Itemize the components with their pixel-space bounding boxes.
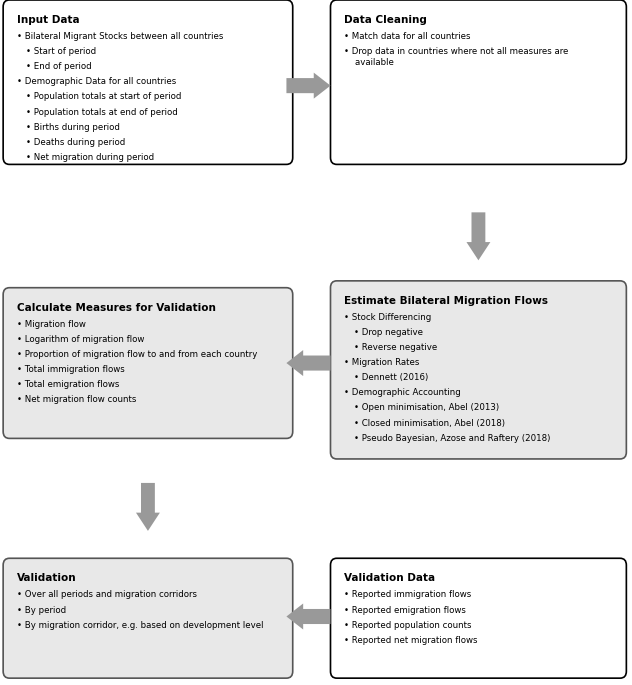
Polygon shape: [286, 350, 331, 376]
Text: • Start of period: • Start of period: [27, 47, 97, 56]
Text: • Dennett (2016): • Dennett (2016): [354, 373, 428, 382]
Text: • Total emigration flows: • Total emigration flows: [17, 380, 119, 389]
Text: • Reported population counts: • Reported population counts: [344, 621, 472, 630]
Text: Estimate Bilateral Migration Flows: Estimate Bilateral Migration Flows: [344, 296, 549, 306]
FancyBboxPatch shape: [331, 0, 626, 164]
FancyBboxPatch shape: [331, 281, 626, 459]
Text: • Match data for all countries: • Match data for all countries: [344, 32, 471, 41]
Text: • Total immigration flows: • Total immigration flows: [17, 365, 125, 374]
Text: Input Data: Input Data: [17, 15, 80, 25]
Text: • Reported emigration flows: • Reported emigration flows: [344, 606, 466, 614]
Text: • Net migration flow counts: • Net migration flow counts: [17, 395, 137, 404]
Text: • Population totals at end of period: • Population totals at end of period: [27, 108, 178, 116]
Polygon shape: [466, 212, 490, 260]
Text: • Drop data in countries where not all measures are
    available: • Drop data in countries where not all m…: [344, 47, 569, 66]
FancyBboxPatch shape: [3, 0, 293, 164]
Text: • Births during period: • Births during period: [27, 123, 120, 132]
Text: • Deaths during period: • Deaths during period: [27, 138, 126, 147]
Polygon shape: [286, 73, 331, 99]
Text: • Demographic Accounting: • Demographic Accounting: [344, 388, 461, 397]
Text: • Reverse negative: • Reverse negative: [354, 343, 437, 352]
Text: • Drop negative: • Drop negative: [354, 328, 423, 337]
Polygon shape: [286, 603, 331, 630]
Text: • Demographic Data for all countries: • Demographic Data for all countries: [17, 77, 176, 86]
Text: • Reported immigration flows: • Reported immigration flows: [344, 590, 471, 599]
Text: • Population totals at start of period: • Population totals at start of period: [27, 92, 182, 101]
Text: • Reported net migration flows: • Reported net migration flows: [344, 636, 478, 645]
Text: • Net migration during period: • Net migration during period: [27, 153, 155, 162]
Text: • By period: • By period: [17, 606, 66, 614]
Text: • By migration corridor, e.g. based on development level: • By migration corridor, e.g. based on d…: [17, 621, 264, 630]
Text: • Closed minimisation, Abel (2018): • Closed minimisation, Abel (2018): [354, 419, 505, 427]
Text: • Open minimisation, Abel (2013): • Open minimisation, Abel (2013): [354, 403, 499, 412]
Text: • Proportion of migration flow to and from each country: • Proportion of migration flow to and fr…: [17, 350, 257, 359]
Text: • End of period: • End of period: [27, 62, 92, 71]
Text: Calculate Measures for Validation: Calculate Measures for Validation: [17, 303, 216, 313]
Text: • Migration Rates: • Migration Rates: [344, 358, 420, 367]
Text: • Over all periods and migration corridors: • Over all periods and migration corrido…: [17, 590, 197, 599]
Text: • Logarithm of migration flow: • Logarithm of migration flow: [17, 335, 144, 344]
Polygon shape: [136, 483, 160, 531]
Text: • Bilateral Migrant Stocks between all countries: • Bilateral Migrant Stocks between all c…: [17, 32, 223, 41]
Text: Validation Data: Validation Data: [344, 573, 435, 584]
FancyBboxPatch shape: [3, 558, 293, 678]
FancyBboxPatch shape: [3, 288, 293, 438]
Text: • Migration flow: • Migration flow: [17, 320, 86, 329]
Text: Validation: Validation: [17, 573, 76, 584]
Text: Data Cleaning: Data Cleaning: [344, 15, 427, 25]
Text: • Stock Differencing: • Stock Differencing: [344, 313, 432, 322]
Text: • Pseudo Bayesian, Azose and Raftery (2018): • Pseudo Bayesian, Azose and Raftery (20…: [354, 434, 550, 443]
FancyBboxPatch shape: [331, 558, 626, 678]
